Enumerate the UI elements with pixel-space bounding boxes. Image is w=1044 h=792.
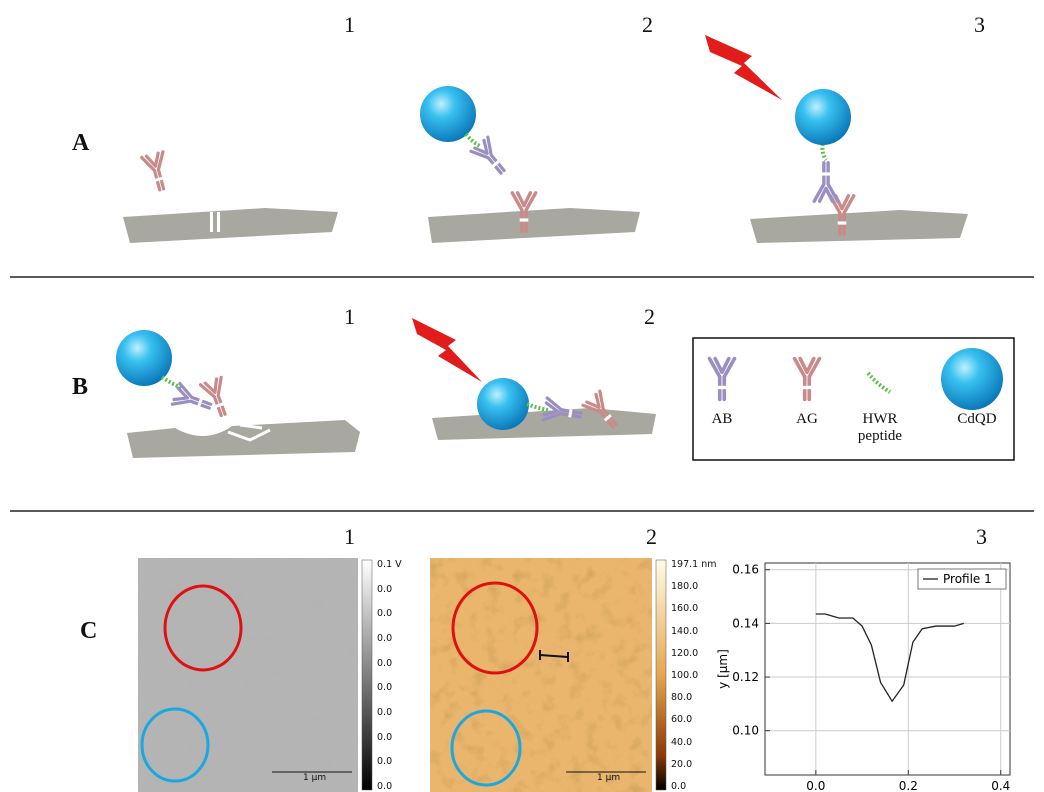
plot-area: [765, 563, 1010, 775]
colorbar-label: 180.0: [671, 581, 698, 592]
row-a-illustration: [123, 35, 968, 243]
x-tick-label: 0.4: [991, 779, 1010, 792]
legend-label: AB: [682, 411, 762, 428]
scale-bar-label: 1 µm: [303, 773, 326, 783]
colorbar-label: 160.0: [671, 603, 698, 614]
colorbar-label: 80.0: [671, 692, 692, 703]
colorbar-label: 0.0: [377, 608, 392, 619]
step-number: 1: [344, 524, 355, 550]
y-tick-label: 0.12: [732, 670, 759, 684]
colorbar-label: 0.0: [377, 584, 392, 595]
y-tick-label: 0.10: [732, 724, 759, 738]
legend-label: AG: [767, 411, 847, 428]
colorbar-label: 0.0: [671, 781, 686, 792]
profile-chart: 0.100.120.140.160.00.20.4x [µm]y [µm]Pro…: [716, 563, 1010, 792]
afm-images: [138, 558, 666, 792]
legend-label: HWR peptide: [850, 411, 910, 445]
step-number: 1: [344, 304, 355, 330]
x-tick-label: 0.2: [899, 779, 918, 792]
step-number: 2: [642, 12, 653, 38]
colorbar-label: 140.0: [671, 626, 698, 637]
colorbar-label: 0.0: [377, 707, 392, 718]
colorbar-label: 0.0: [377, 658, 392, 669]
colorbar-label: 0.0: [377, 633, 392, 644]
colorbar-label: 120.0: [671, 648, 698, 659]
colorbar-label: 40.0: [671, 737, 692, 748]
step-number: 3: [976, 524, 987, 550]
colorbar-label: 0.0: [377, 781, 392, 792]
y-tick-label: 0.16: [732, 563, 759, 577]
y-axis-label: y [µm]: [716, 649, 730, 689]
colorbar-label: 0.0: [377, 756, 392, 767]
step-number: 2: [646, 524, 657, 550]
colorbar-label: 197.1 nm: [671, 559, 717, 570]
colorbar-label: 0.1 V: [377, 559, 402, 570]
figure-graphics: 0.100.120.140.160.00.20.4x [µm]y [µm]Pro…: [0, 0, 1044, 792]
x-tick-label: 0.0: [806, 779, 825, 792]
legend-label: Profile 1: [943, 572, 992, 586]
legend-label: CdQD: [937, 411, 1017, 428]
step-number: 3: [974, 12, 985, 38]
panel-label: A: [72, 130, 89, 157]
colorbar-label: 60.0: [671, 714, 692, 725]
colorbar-label: 0.0: [377, 682, 392, 693]
step-number: 2: [644, 304, 655, 330]
colorbar-label: 100.0: [671, 670, 698, 681]
scale-bar-label: 1 µm: [597, 773, 620, 783]
figure: 0.100.120.140.160.00.20.4x [µm]y [µm]Pro…: [0, 0, 1044, 792]
step-number: 1: [344, 12, 355, 38]
colorbar-label: 20.0: [671, 759, 692, 770]
colorbar-label: 0.0: [377, 732, 392, 743]
y-tick-label: 0.14: [732, 616, 759, 630]
panel-label: B: [72, 374, 88, 401]
panel-label: C: [80, 618, 97, 645]
